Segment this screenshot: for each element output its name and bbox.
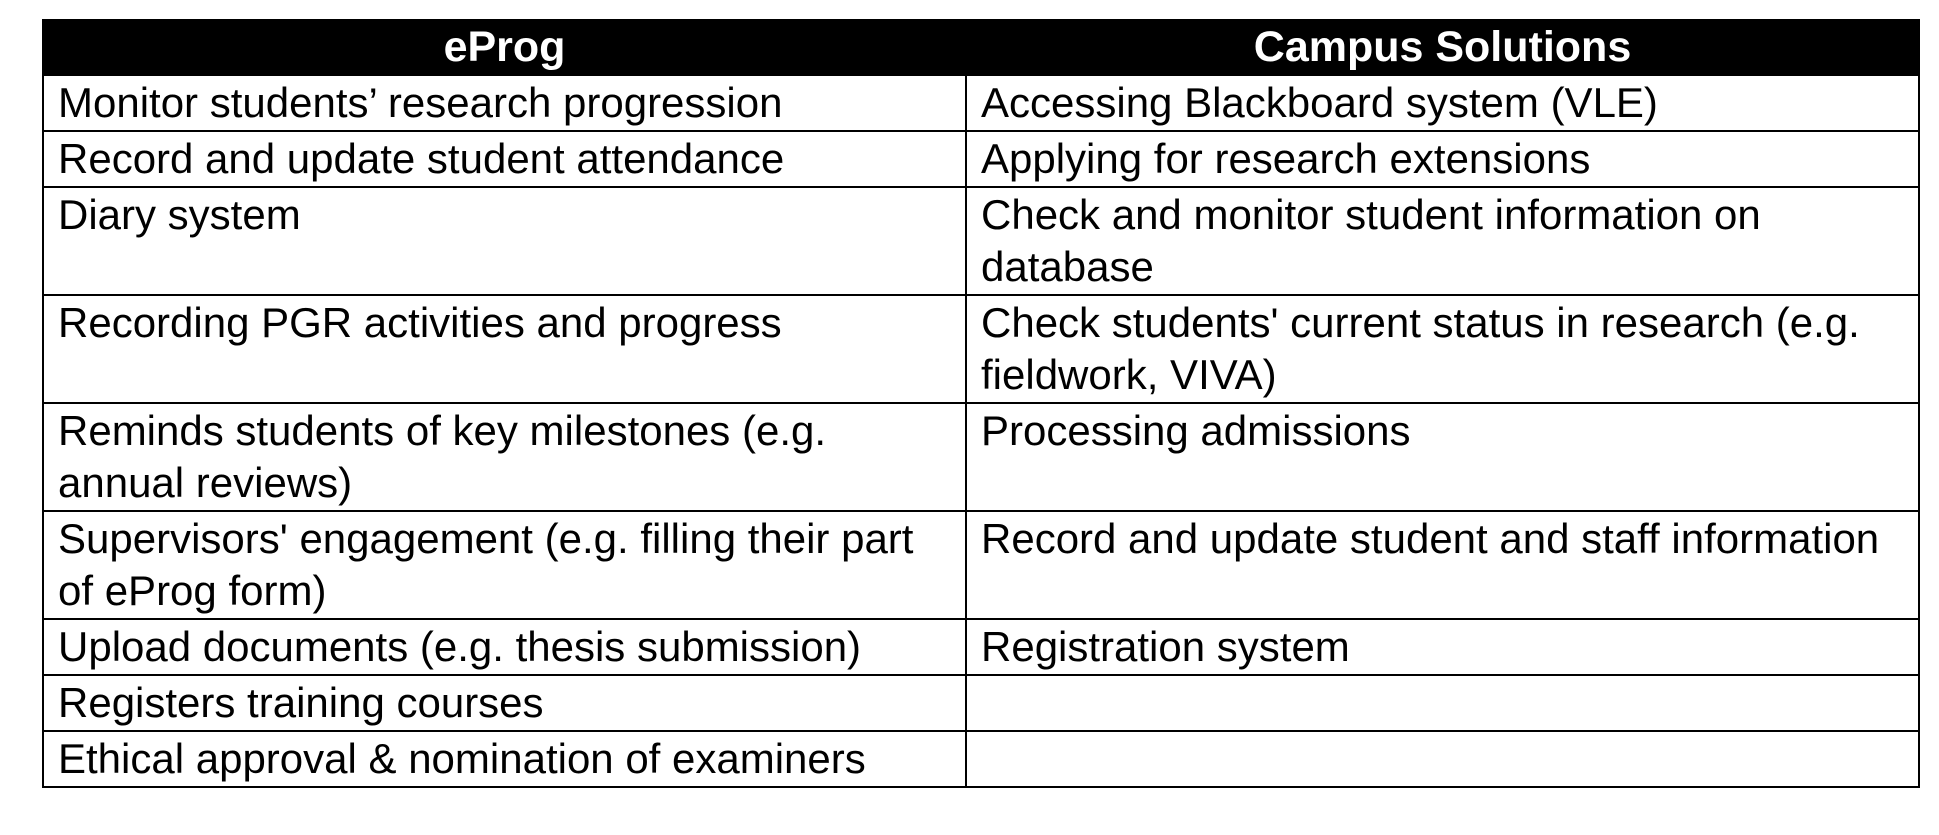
table-cell: Registers training courses	[42, 674, 967, 732]
table-cell: Applying for research extensions	[965, 130, 1920, 188]
table-cell: Check students' current status in resear…	[965, 294, 1920, 404]
column-header: Campus Solutions	[965, 19, 1920, 76]
header-row: eProg Campus Solutions	[42, 19, 1920, 76]
table-row: Diary system Check and monitor student in…	[42, 186, 1920, 296]
table-cell: Diary system	[42, 186, 967, 296]
table-cell: Accessing Blackboard system (VLE)	[965, 74, 1920, 132]
table-row: Monitor students’ research progression Ac…	[42, 74, 1920, 132]
table-cell: Monitor students’ research progression	[42, 74, 967, 132]
table-cell: Record and update student and staff info…	[965, 510, 1920, 620]
table-cell: Registration system	[965, 618, 1920, 676]
table-cell: Supervisors' engagement (e.g. filling th…	[42, 510, 967, 620]
table-cell: Reminds students of key milestones (e.g.…	[42, 402, 967, 512]
column-header: eProg	[42, 19, 967, 76]
table-row: Recording PGR activities and progress Che…	[42, 294, 1920, 404]
table-row: Reminds students of key milestones (e.g.…	[42, 402, 1920, 512]
table-cell: Check and monitor student information on…	[965, 186, 1920, 296]
table-cell: Upload documents (e.g. thesis submission…	[42, 618, 967, 676]
table-cell: Processing admissions	[965, 402, 1920, 512]
comparison-table: eProg Campus Solutions Monitor students’…	[42, 19, 1920, 788]
table-cell	[965, 730, 1920, 788]
table-cell: Recording PGR activities and progress	[42, 294, 967, 404]
table-cell	[965, 674, 1920, 732]
table-cell: Ethical approval & nomination of examine…	[42, 730, 967, 788]
table-row: Supervisors' engagement (e.g. filling th…	[42, 510, 1920, 620]
table-body: Monitor students’ research progression Ac…	[42, 74, 1920, 788]
table-row: Record and update student attendance Appl…	[42, 130, 1920, 188]
table-row: Ethical approval & nomination of examine…	[42, 730, 1920, 788]
table-row: Registers training courses	[42, 674, 1920, 732]
table-row: Upload documents (e.g. thesis submission…	[42, 618, 1920, 676]
table-cell: Record and update student attendance	[42, 130, 967, 188]
